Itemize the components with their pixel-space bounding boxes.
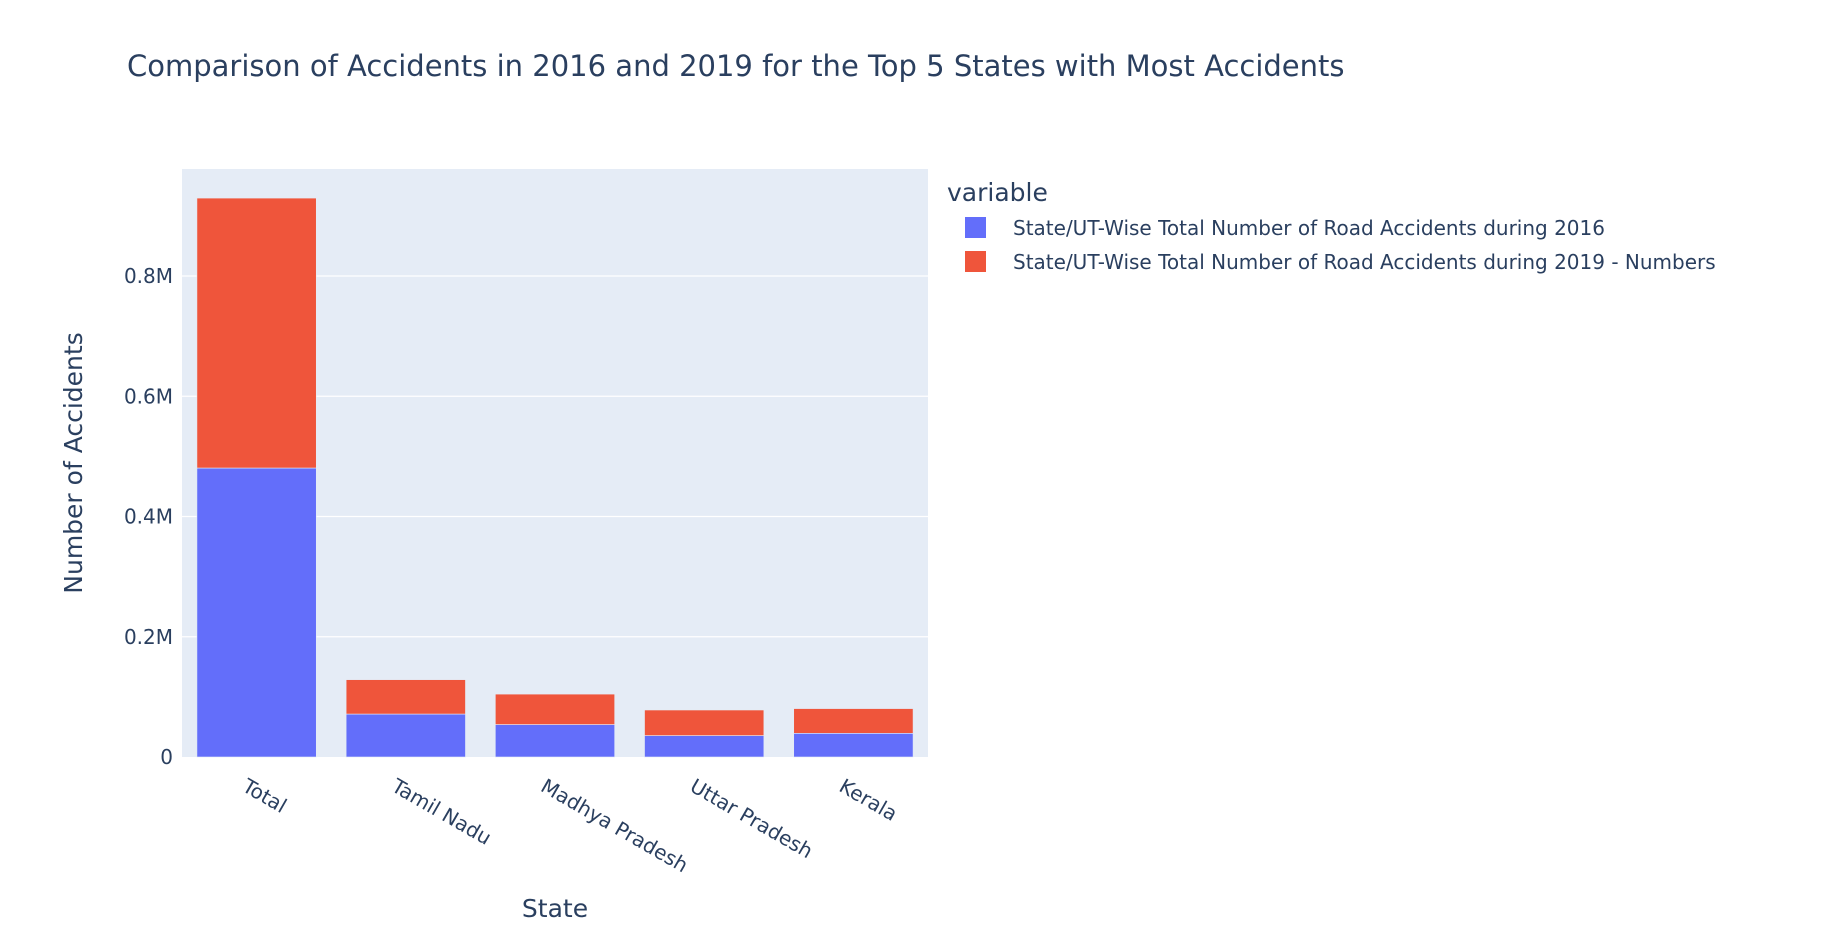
legend-swatch[interactable] xyxy=(965,217,986,238)
x-tick-label: Uttar Pradesh xyxy=(686,774,817,864)
bars xyxy=(196,197,914,758)
bar-segment-2016[interactable] xyxy=(345,713,466,758)
y-tick-label: 0.6M xyxy=(124,384,173,408)
x-axis-title: State xyxy=(522,894,588,923)
x-tick-label: Kerala xyxy=(835,774,901,826)
legend-swatch[interactable] xyxy=(965,251,986,272)
x-tick-label: Tamil Nadu xyxy=(387,773,496,850)
y-axis-title: Number of Accidents xyxy=(59,332,88,593)
legend-title: variable xyxy=(947,178,1048,207)
bar-segment-2016[interactable] xyxy=(495,724,615,758)
y-tick-labels: 0 0.2M 0.4M 0.6M 0.8M xyxy=(124,264,173,769)
bar-segment-2019[interactable] xyxy=(196,197,317,469)
legend-items: State/UT-Wise Total Number of Road Accid… xyxy=(965,216,1716,274)
bar-segment-2016[interactable] xyxy=(196,467,317,758)
legend: variable State/UT-Wise Total Number of R… xyxy=(947,178,1716,274)
chart-title: Comparison of Accidents in 2016 and 2019… xyxy=(127,49,1345,83)
legend-label[interactable]: State/UT-Wise Total Number of Road Accid… xyxy=(1013,216,1605,240)
bar-segment-2016[interactable] xyxy=(793,732,914,758)
bar-segment-2019[interactable] xyxy=(793,708,914,734)
y-tick-label: 0.2M xyxy=(124,625,173,649)
y-tick-label: 0.4M xyxy=(124,505,173,529)
y-tick-label: 0 xyxy=(160,745,173,769)
bar-segment-2019[interactable] xyxy=(345,679,466,715)
legend-label[interactable]: State/UT-Wise Total Number of Road Accid… xyxy=(1013,250,1716,274)
x-tick-label: Total xyxy=(238,773,291,818)
bar-segment-2019[interactable] xyxy=(644,709,765,736)
bar-segment-2019[interactable] xyxy=(495,693,615,725)
bar-segment-2016[interactable] xyxy=(644,735,765,758)
y-tick-label: 0.8M xyxy=(124,264,173,288)
x-tick-label: Madhya Pradesh xyxy=(537,774,692,878)
